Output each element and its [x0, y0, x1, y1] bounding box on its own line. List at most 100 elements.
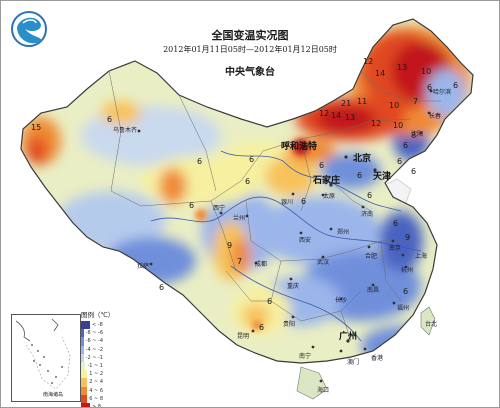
- value-label: 6: [267, 297, 273, 306]
- inset-label: 南海诸岛: [43, 392, 64, 398]
- value-label: 21: [341, 99, 352, 108]
- province-borders: [108, 70, 441, 342]
- value-label: 6: [249, 155, 255, 164]
- value-label: 6: [159, 283, 165, 292]
- map-title: 全国变温实况图: [211, 29, 289, 42]
- city-label: 杭州: [401, 267, 414, 274]
- city-dots: [137, 89, 433, 383]
- city-label: 石家庄: [313, 176, 341, 186]
- city-label: 重庆: [287, 283, 300, 290]
- legend-swatch: [81, 353, 84, 362]
- value-label: 10: [421, 67, 432, 76]
- legend-swatch: [81, 402, 90, 407]
- value-label: 6: [397, 157, 403, 166]
- value-label: 9: [405, 233, 411, 242]
- legend-item: -6 ~ -4: [81, 337, 103, 346]
- value-label: 9: [227, 241, 233, 250]
- value-label: 6: [259, 323, 265, 332]
- legend-swatch: [81, 386, 88, 395]
- city-label: 广州: [339, 332, 358, 342]
- legend-item: < -8: [81, 321, 103, 330]
- legend-label: -2 ~ -1: [85, 354, 103, 361]
- city-label: 南昌: [367, 287, 380, 294]
- value-label: 10: [389, 101, 400, 110]
- value-label: 6: [411, 167, 417, 176]
- city-label: 呼和浩特: [281, 142, 318, 152]
- legend-label: 1 ~ 2: [89, 371, 103, 378]
- inset-islands: [15, 318, 71, 390]
- rivers: [150, 150, 422, 342]
- city-label: 长春: [429, 113, 442, 120]
- city-label: 台北: [425, 321, 438, 328]
- value-label: 7: [413, 97, 419, 106]
- legend-label: -8 ~ -6: [85, 330, 103, 337]
- city-label: 北京: [353, 154, 372, 164]
- city-label: 天津: [373, 172, 392, 182]
- city-label: 贵阳: [283, 321, 296, 328]
- city-label: 南京: [389, 245, 402, 252]
- value-label: 6: [245, 177, 251, 186]
- value-label: 6: [357, 171, 363, 180]
- legend-label: 6 ~ 8: [89, 395, 103, 402]
- legend-label: 2 ~ 4: [89, 379, 103, 386]
- legend-swatch: [81, 370, 88, 379]
- cma-swirl-logo: [11, 11, 47, 47]
- value-label: 13: [345, 113, 356, 122]
- legend-swatch: [81, 329, 84, 338]
- value-label: 7: [237, 257, 243, 266]
- legend-swatch: [81, 321, 90, 330]
- city-label: 福州: [397, 305, 410, 312]
- value-label: 6: [427, 83, 433, 92]
- legend-item: 6 ~ 8: [81, 394, 103, 403]
- value-label: 6: [367, 191, 373, 200]
- value-label: 14: [331, 111, 342, 120]
- value-label: 12: [319, 109, 330, 118]
- value-label: 6: [197, 157, 203, 166]
- city-label: 南宁: [299, 353, 312, 360]
- value-label: 11: [357, 97, 368, 106]
- legend-swatch: [81, 378, 88, 387]
- value-label: 6: [319, 161, 325, 170]
- value-label: 14: [375, 69, 386, 78]
- legend-swatch: [81, 361, 86, 371]
- city-label: 合肥: [365, 253, 378, 260]
- legend-item: -8 ~ -6: [81, 329, 103, 338]
- legend-title: 图例（℃）: [81, 311, 115, 319]
- issuing-agency: 中央气象台: [225, 67, 275, 78]
- value-label: 6: [403, 141, 409, 150]
- value-label: 6: [107, 115, 113, 124]
- value-label: 10: [393, 121, 404, 130]
- legend-swatch: [81, 337, 84, 346]
- city-label: 武汉: [317, 259, 330, 266]
- value-label: 13: [397, 63, 408, 72]
- legend-label: -4 ~ -2: [85, 346, 103, 353]
- city-label: 上海: [415, 253, 428, 260]
- city-label: 太原: [323, 193, 336, 200]
- city-label: 乌鲁木齐: [113, 127, 138, 134]
- legend-label: > 8: [92, 403, 101, 408]
- value-label: 15: [31, 123, 42, 132]
- value-label: 6: [453, 81, 459, 90]
- city-label: 香港: [371, 355, 384, 362]
- value-label: 12: [371, 119, 382, 128]
- value-label: 12: [363, 57, 374, 66]
- city-label: 西安: [299, 237, 312, 244]
- city-label: 海口: [317, 387, 330, 394]
- legend-label: -1 ~ 1: [87, 363, 103, 370]
- legend-item: -4 ~ -2: [81, 345, 103, 354]
- value-label: 6: [189, 201, 195, 210]
- city-label: 哈尔滨: [433, 89, 452, 96]
- city-label: 成都: [255, 261, 268, 268]
- legend-swatch: [81, 394, 88, 403]
- value-label: 6: [393, 219, 399, 228]
- value-label: 6: [403, 287, 409, 296]
- legend-label: -6 ~ -4: [85, 338, 103, 345]
- legend-item: -2 ~ -1: [81, 353, 103, 362]
- city-label: 长沙: [335, 297, 348, 304]
- legend-label: 4 ~ 6: [89, 387, 103, 394]
- city-label: 沈阳: [411, 131, 424, 138]
- city-label: 西宁: [213, 205, 226, 212]
- city-label: 银川: [281, 199, 294, 206]
